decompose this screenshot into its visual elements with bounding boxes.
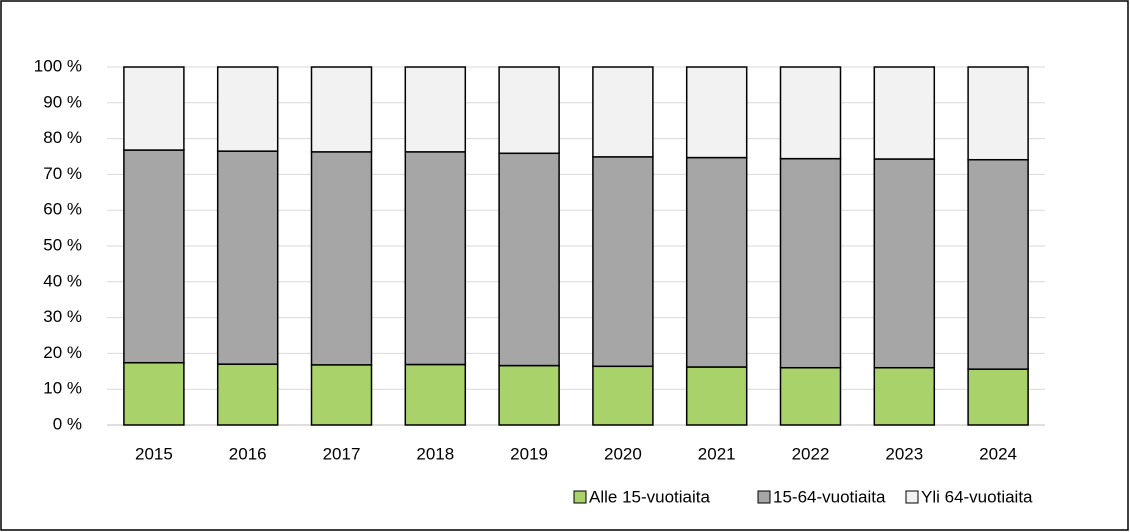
legend-label: Alle 15-vuotiaita <box>589 487 711 506</box>
bar-segment <box>779 66 842 160</box>
bar-segment <box>592 66 654 158</box>
bar-segment <box>404 151 467 366</box>
y-tick-label: 70 % <box>43 164 82 183</box>
bar-segment <box>967 368 1029 426</box>
y-tick-label: 0 % <box>53 414 82 433</box>
bar-segment <box>685 156 748 368</box>
bar-segment <box>216 363 279 426</box>
bar-segment <box>873 66 936 160</box>
x-tick-label: 2016 <box>229 444 267 463</box>
bar-segment <box>310 66 373 153</box>
x-tick-label: 2022 <box>792 444 830 463</box>
y-tick-label: 90 % <box>43 92 82 111</box>
bar-segment <box>592 365 654 426</box>
bar-segment <box>216 66 279 152</box>
bar-segment <box>592 156 654 368</box>
bar-segment <box>404 363 467 426</box>
legend-swatch <box>905 490 919 504</box>
bar-segment <box>498 152 560 367</box>
x-tick-label: 2015 <box>135 444 173 463</box>
y-tick-label: 20 % <box>43 343 82 362</box>
y-tick-label: 40 % <box>43 271 82 290</box>
y-tick-label: 80 % <box>43 128 82 147</box>
x-tick-label: 2019 <box>510 444 548 463</box>
bar-segment <box>779 366 842 426</box>
bar-segment <box>873 158 936 369</box>
bar-segment <box>498 364 560 426</box>
x-tick-label: 2018 <box>416 444 454 463</box>
bar-segment <box>310 364 373 426</box>
bar-segment <box>967 66 1029 161</box>
legend-label: 15-64-vuotiaita <box>773 487 886 506</box>
bar-segment <box>123 361 185 426</box>
y-tick-label: 10 % <box>43 379 82 398</box>
bar-segment <box>123 66 185 151</box>
x-tick-label: 2020 <box>604 444 642 463</box>
bar-segment <box>123 149 185 364</box>
x-tick-label: 2017 <box>323 444 361 463</box>
x-tick-label: 2024 <box>979 444 1017 463</box>
bar-segment <box>685 66 748 159</box>
legend-swatch <box>757 490 771 504</box>
y-tick-label: 50 % <box>43 235 82 254</box>
bar-segment <box>216 150 279 365</box>
x-tick-label: 2023 <box>885 444 923 463</box>
bar-segment <box>967 158 1029 370</box>
legend-label: Yli 64-vuotiaita <box>921 487 1033 506</box>
bar-segment <box>404 66 467 153</box>
bar-segment <box>685 366 748 426</box>
bar-segment <box>498 66 560 155</box>
y-tick-label: 60 % <box>43 200 82 219</box>
x-tick-label: 2021 <box>698 444 736 463</box>
bar-segment <box>779 157 842 369</box>
bar-segment <box>873 366 936 426</box>
legend-swatch <box>573 490 587 504</box>
y-tick-label: 30 % <box>43 307 82 326</box>
y-tick-label: 100 % <box>34 56 82 75</box>
bar-segment <box>310 151 373 366</box>
